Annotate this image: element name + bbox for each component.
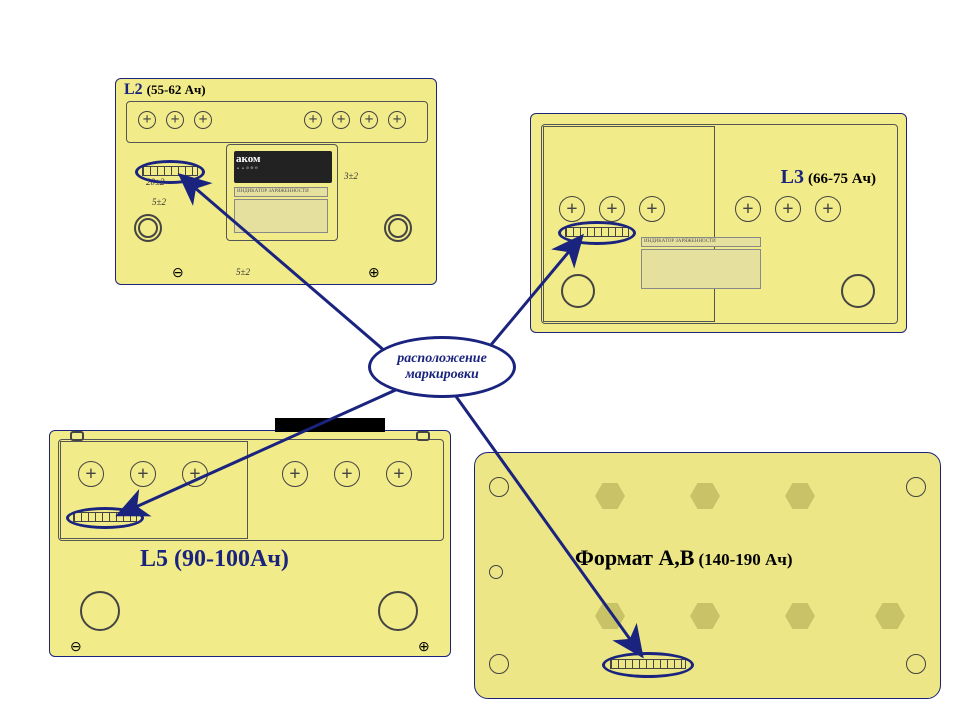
- l2-prefix: L2: [124, 81, 143, 98]
- indicator-label-l3: ИНДИКАТОР ЗАРЯЖЕННОСТИ: [641, 237, 761, 247]
- l5-prefix: L5: [140, 546, 168, 572]
- decor-bar: [275, 418, 385, 432]
- l2-marker: [135, 160, 205, 184]
- l5-cap: (90-100Ач): [174, 546, 289, 572]
- indicator-label-l2: ИНДИКАТОР ЗАРЯЖЕННОСТИ: [234, 187, 328, 197]
- brand-badge: аком ▲ ▲ ⊘ ⊕ ⊖: [234, 151, 332, 183]
- l5-marker: [66, 507, 144, 529]
- l5-label: L5 (90-100Ач): [140, 546, 289, 573]
- l3-marker: [558, 221, 636, 245]
- ab-label: Формат А,В (140-190 Ач): [575, 545, 793, 571]
- l3-label: L3 (66-75 Ач): [781, 166, 876, 189]
- center-label-bubble: расположение маркировки: [368, 336, 516, 398]
- ab-marker: [602, 652, 694, 678]
- l3-prefix: L3: [781, 166, 804, 188]
- battery-l5: L5 (90-100Ач) ⊖ ⊕: [49, 430, 451, 657]
- l3-cap: (66-75 Ач): [808, 171, 876, 187]
- l2-cap: (55-62 Ач): [147, 82, 206, 97]
- center-line1: расположение: [397, 351, 487, 367]
- ab-prefix: Формат А,В: [575, 545, 694, 570]
- l2-label: L2 (55-62 Ач): [124, 81, 206, 99]
- battery-ab: Формат А,В (140-190 Ач): [474, 452, 941, 699]
- center-line2: маркировки: [405, 367, 479, 383]
- ab-cap: (140-190 Ач): [698, 550, 792, 569]
